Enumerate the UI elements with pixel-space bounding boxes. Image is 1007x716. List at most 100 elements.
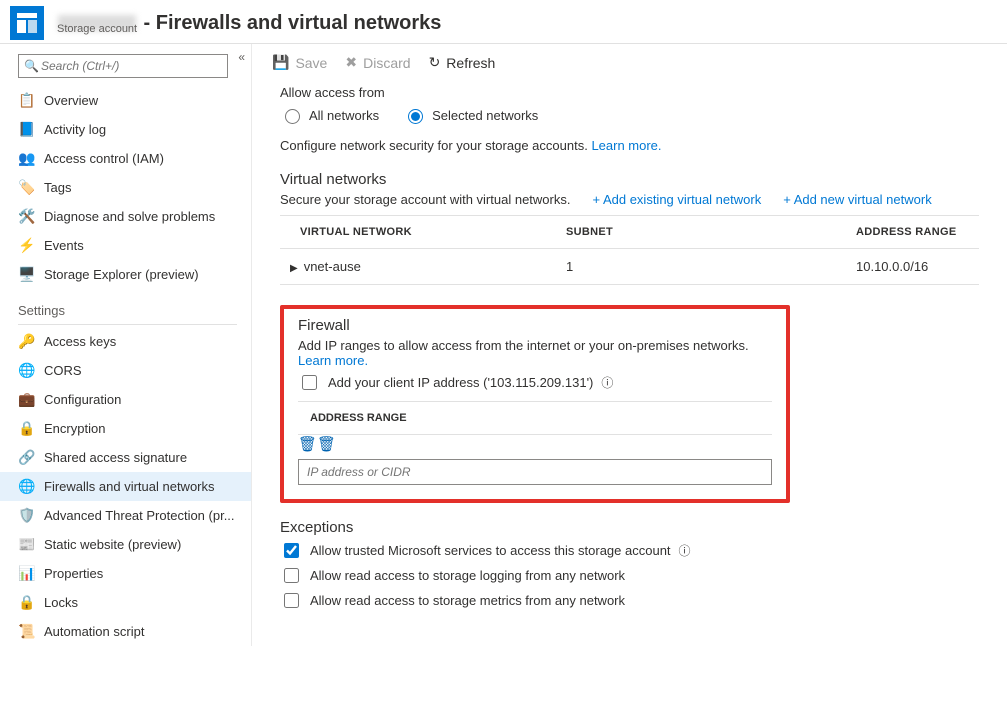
exc-logging-checkbox[interactable] xyxy=(284,568,299,583)
add-existing-vnet-link[interactable]: + Add existing virtual network xyxy=(592,192,761,207)
sidebar-item-icon: 🏷️ xyxy=(18,179,34,196)
discard-icon: ✖ xyxy=(345,54,357,71)
sidebar-item-label: Events xyxy=(44,238,84,253)
sidebar-item[interactable]: 🌐 Firewalls and virtual networks xyxy=(0,472,251,501)
firewall-table: ADDRESS RANGE 🗑🗑 xyxy=(298,401,772,453)
divider xyxy=(18,324,237,325)
sidebar-item-label: Diagnose and solve problems xyxy=(44,209,215,224)
vnet-subnet: 1 xyxy=(560,249,850,285)
sidebar-item[interactable]: 🔒 Encryption xyxy=(0,414,251,443)
sidebar-item-icon: 🔗 xyxy=(18,449,34,466)
exc-metrics-checkbox[interactable] xyxy=(284,593,299,608)
col-vnet: VIRTUAL NETWORK xyxy=(280,216,560,249)
sidebar-item[interactable]: 📜 Automation script xyxy=(0,617,251,646)
sidebar-item[interactable]: ⚡ Events xyxy=(0,231,251,260)
firewall-heading: Firewall xyxy=(298,317,772,334)
access-learn-more-link[interactable]: Learn more. xyxy=(591,138,661,153)
sidebar-item-label: Activity log xyxy=(44,122,106,137)
content-pane: 💾 Save ✖ Discard ↻ Refresh Allow access … xyxy=(252,44,1007,646)
sidebar-item-icon: 🛠️ xyxy=(18,208,34,225)
sidebar-item-icon: 💼 xyxy=(18,391,34,408)
sidebar-item-label: CORS xyxy=(44,363,82,378)
page-subtitle: Storage account xyxy=(57,23,137,35)
sidebar-item-label: Tags xyxy=(44,180,71,195)
sidebar-item-label: Encryption xyxy=(44,421,105,436)
sidebar-item[interactable]: 🛡️ Advanced Threat Protection (pr... xyxy=(0,501,251,530)
sidebar-item[interactable]: 🔗 Shared access signature xyxy=(0,443,251,472)
sidebar-item[interactable]: 🔑 Access keys xyxy=(0,327,251,356)
sidebar-item[interactable]: 🖥️ Storage Explorer (preview) xyxy=(0,260,251,289)
delete-icon[interactable]: 🗑 xyxy=(317,436,336,453)
col-subnet: SUBNET xyxy=(560,216,850,249)
sidebar: « 🔍 📋 Overview 📘 Activity log 👥 Access c… xyxy=(0,44,252,646)
sidebar-item-icon: 👥 xyxy=(18,150,34,167)
sidebar-item[interactable]: 📋 Overview xyxy=(0,86,251,115)
sidebar-item-label: Firewalls and virtual networks xyxy=(44,479,215,494)
col-address-range: ADDRESS RANGE xyxy=(298,402,742,435)
sidebar-item-icon: 🔒 xyxy=(18,420,34,437)
firewall-desc: Add IP ranges to allow access from the i… xyxy=(298,338,772,368)
access-desc: Configure network security for your stor… xyxy=(280,138,979,153)
ip-address-input[interactable] xyxy=(298,459,772,485)
info-icon[interactable]: ⓘ xyxy=(601,374,613,391)
radio-all-networks[interactable]: All networks xyxy=(280,106,379,124)
vnet-lead: Secure your storage account with virtual… xyxy=(280,192,570,207)
sidebar-item-icon: 🌐 xyxy=(18,362,34,379)
sidebar-item-icon: 🔑 xyxy=(18,333,34,350)
radio-all-networks-input[interactable] xyxy=(285,109,300,124)
sidebar-item-icon: 🛡️ xyxy=(18,507,34,524)
refresh-button[interactable]: ↻ Refresh xyxy=(429,54,496,71)
sidebar-item[interactable]: 💼 Configuration xyxy=(0,385,251,414)
vnet-row[interactable]: ▶vnet-ause 1 10.10.0.0/16 xyxy=(280,249,979,285)
collapse-sidebar-icon[interactable]: « xyxy=(238,50,245,64)
radio-all-label: All networks xyxy=(309,108,379,123)
info-icon[interactable]: ⓘ xyxy=(679,542,691,559)
sidebar-item-label: Properties xyxy=(44,566,103,581)
radio-selected-networks-input[interactable] xyxy=(408,109,423,124)
sidebar-search-input[interactable] xyxy=(18,54,228,78)
sidebar-item-icon: 🌐 xyxy=(18,478,34,495)
save-button[interactable]: 💾 Save xyxy=(272,54,327,71)
search-icon: 🔍 xyxy=(24,59,39,73)
radio-selected-networks[interactable]: Selected networks xyxy=(403,106,538,124)
sidebar-item[interactable]: 📰 Static website (preview) xyxy=(0,530,251,559)
add-client-ip-label: Add your client IP address ('103.115.209… xyxy=(328,375,593,390)
sidebar-item-label: Locks xyxy=(44,595,78,610)
access-from-label: Allow access from xyxy=(280,85,979,100)
sidebar-item[interactable]: 📊 Properties xyxy=(0,559,251,588)
col-range: ADDRESS RANGE xyxy=(850,216,979,249)
exc-trusted-checkbox[interactable] xyxy=(284,543,299,558)
azure-logo-icon xyxy=(10,6,44,40)
sidebar-item-label: Configuration xyxy=(44,392,121,407)
sidebar-item[interactable]: 🔒 Locks xyxy=(0,588,251,617)
delete-icon[interactable]: 🗑 xyxy=(298,436,317,453)
sidebar-item-icon: 📘 xyxy=(18,121,34,138)
sidebar-item-icon: 🖥️ xyxy=(18,266,34,283)
sidebar-item-icon: 📜 xyxy=(18,623,34,640)
add-client-ip-checkbox[interactable] xyxy=(302,375,317,390)
vnet-table: VIRTUAL NETWORK SUBNET ADDRESS RANGE ▶vn… xyxy=(280,215,979,285)
sidebar-item-label: Shared access signature xyxy=(44,450,187,465)
sidebar-item-icon: 📊 xyxy=(18,565,34,582)
sidebar-item[interactable]: 👥 Access control (IAM) xyxy=(0,144,251,173)
exc-metrics-label: Allow read access to storage metrics fro… xyxy=(310,593,625,608)
discard-button[interactable]: ✖ Discard xyxy=(345,54,410,71)
sidebar-item[interactable]: 🛠️ Diagnose and solve problems xyxy=(0,202,251,231)
sidebar-item-icon: 🔒 xyxy=(18,594,34,611)
exc-logging-label: Allow read access to storage logging fro… xyxy=(310,568,625,583)
add-new-vnet-link[interactable]: + Add new virtual network xyxy=(783,192,932,207)
radio-selected-label: Selected networks xyxy=(432,108,538,123)
firewall-section-highlight: Firewall Add IP ranges to allow access f… xyxy=(280,305,790,503)
firewall-learn-more-link[interactable]: Learn more. xyxy=(298,353,368,368)
sidebar-item-label: Storage Explorer (preview) xyxy=(44,267,199,282)
access-radio-group: All networks Selected networks xyxy=(280,106,979,124)
expand-icon[interactable]: ▶ xyxy=(290,263,298,274)
sidebar-item[interactable]: 🏷️ Tags xyxy=(0,173,251,202)
sidebar-section-settings: Settings xyxy=(0,289,251,320)
sidebar-item-icon: 📋 xyxy=(18,92,34,109)
page-header: - Firewalls and virtual networks Storage… xyxy=(0,0,1007,44)
sidebar-item[interactable]: 🌐 CORS xyxy=(0,356,251,385)
sidebar-item[interactable]: 📘 Activity log xyxy=(0,115,251,144)
exceptions-section: Exceptions Allow trusted Microsoft servi… xyxy=(280,519,979,611)
sidebar-item-label: Access keys xyxy=(44,334,116,349)
